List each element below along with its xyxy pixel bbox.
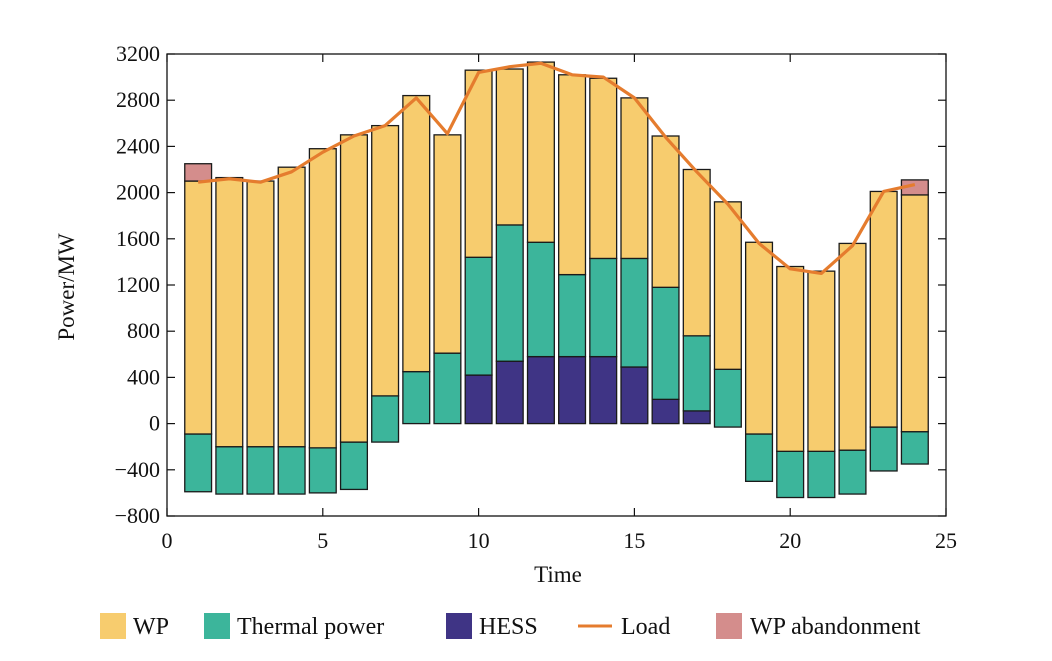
bar-wp [558, 74, 587, 276]
plot-area [166, 53, 947, 517]
y-tick-label: 400 [127, 364, 160, 389]
y-tick-label: 2000 [116, 180, 160, 205]
y-tick-label: 1600 [116, 226, 160, 251]
series-line-load [197, 61, 916, 276]
x-axis: 0 5 10 15 20 25 [162, 54, 957, 553]
bar-thermal-power [807, 450, 836, 499]
bar-thermal-power [682, 335, 711, 412]
bar-hess [495, 360, 524, 425]
bar-thermal-power [869, 426, 898, 472]
bar-wp [246, 180, 275, 448]
y-tick-label: −800 [115, 503, 160, 528]
bar-wp [433, 134, 462, 354]
x-tick-label: 5 [317, 528, 328, 553]
bar-thermal-power [371, 395, 400, 443]
bar-thermal-power [620, 257, 649, 368]
bar-wp [744, 241, 774, 435]
bar-thermal-power [713, 368, 742, 428]
y-tick-label: 2800 [116, 87, 160, 112]
bar-thermal-power [402, 370, 431, 425]
legend-label-wp-abandonment: WP abandonment [750, 614, 921, 640]
legend-label-thermal: Thermal power [237, 614, 384, 640]
bar-thermal-power [589, 257, 618, 358]
x-tick-label: 25 [935, 528, 957, 553]
y-axis: −800 −400 0 400 800 1200 1600 2000 2400 2800 3200 [115, 41, 946, 528]
bar-hess [526, 355, 555, 425]
bar-hess [620, 366, 649, 425]
legend-swatch-hess [446, 613, 472, 639]
bar-wp [682, 168, 711, 337]
bar-wp [371, 124, 400, 397]
bar-thermal-power [433, 352, 462, 425]
y-tick-label: −400 [115, 457, 160, 482]
bar-hess [558, 355, 587, 425]
y-tick-label: 2400 [116, 133, 160, 158]
bar-thermal-power [495, 224, 524, 362]
bar-wp [900, 194, 929, 433]
bar-thermal-power [744, 433, 774, 482]
y-tick-label: 3200 [116, 41, 160, 66]
bar-thermal-power [215, 446, 244, 495]
bar-thermal-power [558, 273, 587, 358]
y-axis-title: Power/MW [54, 233, 79, 341]
bar-wp [807, 270, 836, 452]
x-axis-title: Time [534, 562, 582, 587]
legend-swatch-wp [100, 613, 126, 639]
bar-wp [215, 176, 244, 448]
bar-wp [277, 166, 306, 448]
legend: WP Thermal power HESS Load WP abandonmen… [100, 613, 921, 640]
bar-wp [464, 69, 493, 258]
bar-thermal-power [526, 241, 555, 358]
bar-thermal-power [651, 286, 680, 400]
x-tick-label: 15 [623, 528, 645, 553]
bar-thermal-power [184, 433, 213, 493]
bar-thermal-power [308, 447, 337, 494]
bar-hess [464, 374, 493, 425]
bar-hess [651, 398, 680, 425]
bar-thermal-power [464, 256, 493, 376]
bar-thermal-power [277, 446, 306, 495]
legend-label-hess: HESS [479, 614, 538, 640]
bar-hess [589, 355, 618, 425]
bar-wp [869, 190, 898, 428]
bar-hess [682, 410, 711, 425]
legend-label-wp: WP [133, 614, 169, 640]
bar-thermal-power [339, 441, 369, 491]
bar-wp [620, 97, 649, 260]
bar-wp [589, 77, 618, 260]
x-tick-label: 0 [162, 528, 173, 553]
bar-thermal-power [900, 431, 929, 465]
x-tick-label: 20 [779, 528, 801, 553]
bar-wp [339, 134, 369, 443]
bar-wp [838, 242, 867, 451]
bar-wp [651, 135, 680, 288]
y-tick-label: 1200 [116, 272, 160, 297]
y-tick-label: 0 [149, 411, 160, 436]
bar-wp [713, 201, 742, 370]
bar-wp [402, 94, 431, 373]
bar-wp [184, 180, 213, 435]
bar-wp-abandonment [184, 163, 213, 182]
y-tick-label: 800 [127, 318, 160, 343]
bar-thermal-power [246, 446, 275, 495]
bar-thermal-power [776, 450, 805, 499]
legend-swatch-thermal [204, 613, 230, 639]
x-tick-label: 10 [468, 528, 490, 553]
bar-wp [308, 148, 337, 449]
bar-wp [495, 68, 524, 226]
legend-swatch-wp-abandonment [716, 613, 742, 639]
bar-wp [526, 61, 555, 243]
bar-wp [776, 265, 805, 452]
bar-thermal-power [838, 449, 867, 495]
legend-label-load: Load [621, 614, 670, 640]
